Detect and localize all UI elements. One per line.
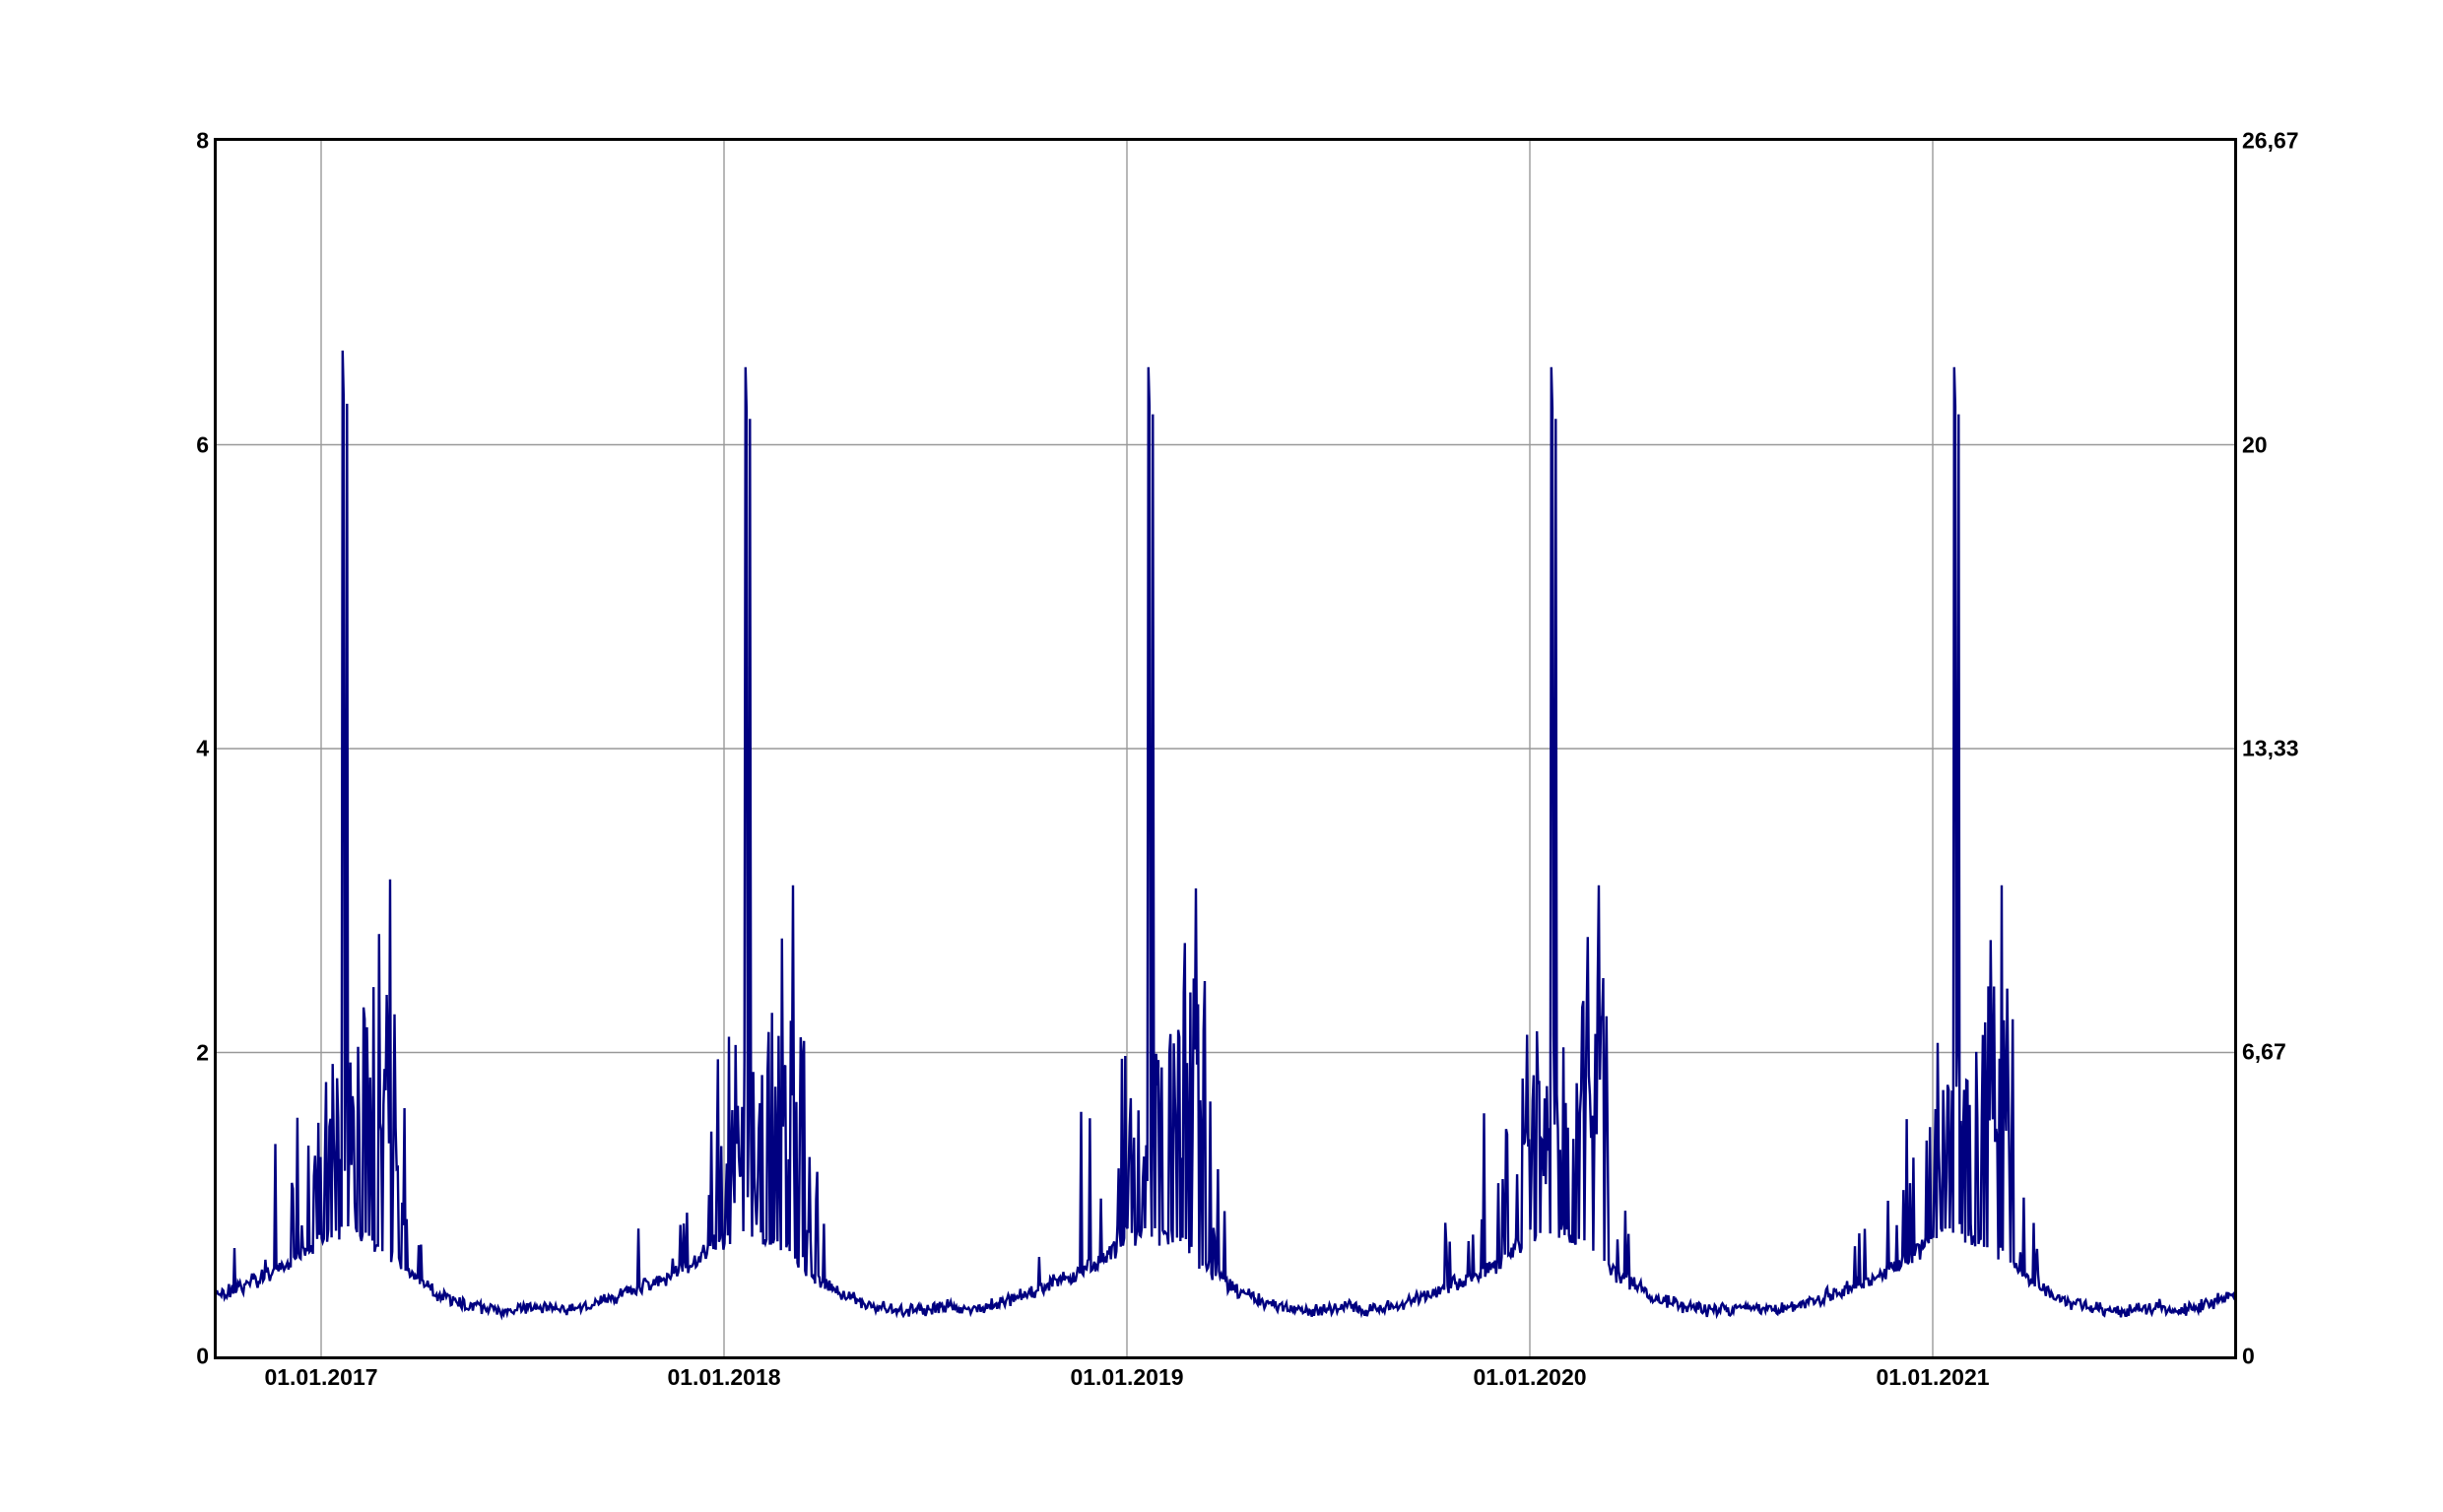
left-axis-tick-label: 8: [196, 127, 209, 154]
left-axis-tick-label: 4: [196, 735, 209, 761]
series-line: [217, 350, 2234, 1321]
chart-canvas: [217, 141, 2234, 1356]
x-axis-tick-label: 01.01.2017: [264, 1364, 378, 1390]
x-axis-tick-label: 01.01.2020: [1473, 1364, 1587, 1390]
x-axis-tick-label: 01.01.2018: [667, 1364, 781, 1390]
x-axis-tick-label: 01.01.2021: [1876, 1364, 1990, 1390]
right-axis-tick-label: 6,67: [2242, 1038, 2286, 1065]
left-axis-tick-label: 6: [196, 431, 209, 457]
right-axis-tick-label: 20: [2242, 431, 2268, 458]
data-series: [217, 350, 2234, 1321]
left-axis-tick-label: 0: [196, 1343, 209, 1369]
right-axis-tick-label: 13,33: [2242, 735, 2299, 761]
right-axis-tick-label: 26,67: [2242, 127, 2299, 154]
plot-area: [214, 138, 2237, 1359]
x-axis-tick-label: 01.01.2019: [1070, 1364, 1184, 1390]
gridlines: [217, 141, 2234, 1356]
right-axis-tick-label: 0: [2242, 1343, 2255, 1369]
left-axis-tick-label: 2: [196, 1039, 209, 1065]
